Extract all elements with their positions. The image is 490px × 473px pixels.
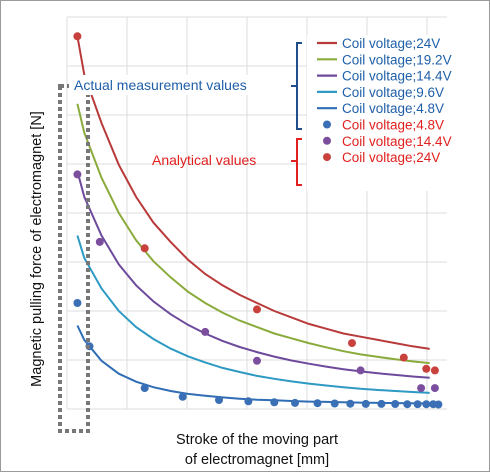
data-point [403, 400, 412, 409]
data-point [361, 399, 370, 408]
data-point [95, 237, 104, 246]
data-point [346, 399, 355, 408]
data-point [417, 384, 426, 393]
data-point [140, 244, 149, 253]
x-axis-label-line1: Stroke of the moving part [176, 432, 338, 448]
y-axis-label: Magnetic pulling force of electromagnet … [29, 111, 45, 387]
legend-label: Coil voltage;24V [342, 36, 440, 51]
legend-dot-swatch [323, 136, 331, 145]
legend-label: Coil voltage;24V [342, 150, 440, 165]
x-axis-label-line2: of electromagnet [mm] [185, 452, 329, 468]
data-point [413, 400, 422, 409]
series-line [76, 103, 430, 365]
data-point [73, 170, 82, 179]
data-point [356, 366, 365, 375]
legend-label: Coil voltage;4.8V [342, 118, 444, 133]
legend-label: Coil voltage;9.6V [342, 85, 444, 100]
data-point [140, 384, 149, 393]
analytical-bracket [291, 138, 302, 186]
legend-dot-swatch [323, 153, 331, 162]
measured-group-label: Actual measurement values [74, 77, 247, 93]
data-point [399, 353, 408, 362]
analytical-group-label: Analytical values [152, 152, 256, 168]
measured-bracket [291, 42, 302, 130]
measured-label-backdrop [69, 75, 291, 95]
data-point [178, 392, 187, 401]
data-point [270, 398, 279, 407]
legend-label: Coil voltage;14.4V [342, 134, 452, 149]
data-point [313, 399, 322, 408]
legend-dot-swatch [323, 120, 331, 129]
legend-label: Coil voltage;14.4V [342, 69, 452, 84]
data-point [215, 396, 223, 404]
legend-label: Coil voltage;19.2V [342, 52, 452, 67]
series-line [76, 325, 430, 405]
data-point [291, 398, 299, 407]
data-point [330, 399, 339, 408]
series-line [76, 235, 430, 394]
series-line [76, 170, 430, 379]
data-point [244, 397, 253, 406]
data-point [391, 400, 400, 408]
data-point [422, 400, 431, 409]
data-point [201, 327, 210, 336]
legend-backdrop [307, 35, 467, 191]
data-point [377, 399, 386, 408]
data-point [348, 339, 356, 348]
series-line [76, 36, 430, 350]
data-point [253, 356, 261, 365]
data-point [73, 32, 82, 41]
data-point [422, 364, 431, 373]
data-point [430, 384, 439, 393]
legend-label: Coil voltage;4.8V [342, 101, 444, 116]
data-point [430, 366, 439, 375]
data-point [73, 299, 82, 307]
data-point [253, 305, 261, 314]
data-point [434, 400, 443, 409]
